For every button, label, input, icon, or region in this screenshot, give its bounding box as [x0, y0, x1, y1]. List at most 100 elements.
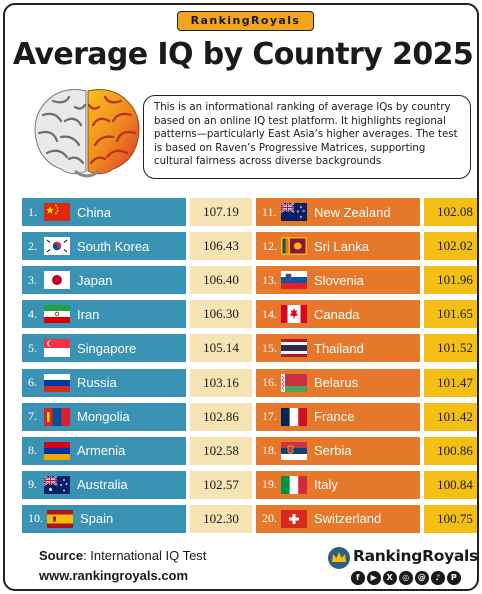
japan-flag	[44, 271, 70, 290]
country-name: Armenia	[77, 443, 126, 459]
iq-value: 101.65	[424, 300, 477, 329]
rank-number: 15.	[262, 340, 277, 355]
table-row-11: 11. New Zealand 102.08	[256, 198, 477, 226]
iq-value: 100.75	[424, 504, 477, 533]
country-name: Singapore	[77, 340, 137, 356]
country-name: Russia	[77, 375, 117, 390]
rank-number: 9.	[28, 477, 37, 492]
iq-value: 102.58	[190, 436, 252, 465]
country-label: 12. Sri Lanka	[256, 232, 420, 261]
country-name: Italy	[314, 477, 338, 493]
country-label: 3. Japan	[22, 266, 186, 295]
slovenia-flag	[281, 271, 307, 290]
country-label: 14. Canada	[256, 300, 420, 329]
rank-number: 2.	[28, 238, 37, 253]
new-zealand-flag	[281, 203, 307, 221]
rank-number: 14.	[262, 306, 277, 321]
country-name: Australia	[77, 477, 128, 493]
country-name: China	[77, 204, 111, 220]
country-name: Japan	[77, 272, 113, 288]
iq-value: 102.30	[190, 504, 252, 533]
pinterest-icon[interactable]: P	[447, 571, 461, 585]
table-row-2: 2. South Korea 106.43	[22, 232, 252, 261]
crown-logo-icon	[328, 547, 350, 569]
china-flag	[44, 203, 70, 221]
rank-number: 11.	[262, 204, 277, 219]
spain-flag	[47, 509, 73, 528]
table-row-20: 20. Switzerland 100.75	[256, 504, 477, 533]
social-links: f ▶ X ◎ @ ♪ P	[351, 571, 461, 585]
iq-value: 107.19	[190, 198, 252, 226]
tiktok-icon[interactable]: ♪	[431, 571, 445, 585]
country-name: Slovenia	[314, 272, 364, 288]
country-label: 20. Switzerland	[256, 504, 420, 533]
country-name: South Korea	[77, 238, 150, 254]
rank-number: 13.	[262, 272, 277, 287]
country-name: Spain	[80, 511, 114, 527]
website-link[interactable]: www.rankingroyals.com	[39, 568, 189, 583]
iq-value: 100.86	[424, 436, 477, 465]
canada-flag	[281, 305, 307, 324]
country-label: 13. Slovenia	[256, 266, 420, 295]
table-row-3: 3. Japan 106.40	[22, 266, 252, 295]
italy-flag	[281, 475, 307, 494]
switzerland-flag	[281, 509, 307, 528]
infographic-frame: RankingRoyals Average IQ by Country 2025…	[3, 3, 479, 591]
serbia-flag	[281, 441, 307, 460]
country-name: New Zealand	[314, 204, 391, 220]
instagram-icon[interactable]: ◎	[399, 571, 413, 585]
russia-flag	[44, 373, 70, 392]
table-row-14: 14. Canada 101.65	[256, 300, 477, 329]
country-name: Serbia	[314, 443, 352, 459]
brain-icon	[34, 89, 140, 178]
thailand-flag	[281, 339, 307, 358]
facebook-icon[interactable]: f	[351, 571, 365, 585]
country-name: Thailand	[314, 340, 364, 356]
table-row-4: 4. Iran 106.30	[22, 300, 252, 329]
source-label: Source	[39, 548, 84, 563]
iran-flag	[44, 305, 70, 324]
source-value: : International IQ Test	[83, 548, 207, 563]
country-name: Canada	[314, 306, 360, 322]
iq-value: 106.30	[190, 300, 252, 329]
country-label: 8. Armenia	[22, 436, 186, 465]
country-name: Mongolia	[77, 409, 130, 425]
table-row-9: 9. Australia 102.57	[22, 470, 252, 499]
country-label: 17. France	[256, 402, 420, 431]
iq-value: 102.86	[190, 402, 252, 431]
country-label: 5. Singapore	[22, 334, 186, 363]
table-row-15: 15. Thailand 101.52	[256, 334, 477, 363]
country-label: 15. Thailand	[256, 334, 420, 363]
rank-number: 6.	[28, 375, 37, 389]
armenia-flag	[44, 441, 70, 460]
south-korea-flag	[44, 237, 70, 256]
source-note: Source: International IQ Test	[39, 548, 206, 563]
youtube-icon[interactable]: ▶	[367, 571, 381, 585]
country-label: 2. South Korea	[22, 232, 186, 261]
threads-icon[interactable]: @	[415, 571, 429, 585]
table-row-16: 16. Belarus 101.47	[256, 368, 477, 397]
rank-number: 8.	[28, 443, 37, 458]
rank-number: 5.	[28, 340, 37, 355]
iq-value: 102.08	[424, 198, 477, 226]
iq-value: 101.47	[424, 368, 477, 397]
x-icon[interactable]: X	[383, 571, 397, 585]
iq-value: 102.02	[424, 232, 477, 261]
table-row-1: 1. China 107.19	[22, 198, 252, 226]
country-label: 11. New Zealand	[256, 198, 420, 226]
description-box: This is an informational ranking of aver…	[143, 95, 471, 179]
brand-logo: RankingRoyals	[327, 546, 477, 570]
iq-value: 106.40	[190, 266, 252, 295]
table-row-19: 19. Italy 100.84	[256, 470, 477, 499]
country-label: 6. Russia	[22, 368, 186, 397]
australia-flag	[44, 475, 70, 494]
iq-value: 101.96	[424, 266, 477, 295]
country-name: Belarus	[314, 375, 359, 390]
rank-number: 20.	[262, 511, 277, 526]
rank-number: 10.	[28, 511, 43, 526]
iq-value: 100.84	[424, 470, 477, 499]
rank-number: 19.	[262, 477, 277, 492]
country-label: 18. Serbia	[256, 436, 420, 465]
iq-value: 106.43	[190, 232, 252, 261]
country-label: 9. Australia	[22, 470, 186, 499]
